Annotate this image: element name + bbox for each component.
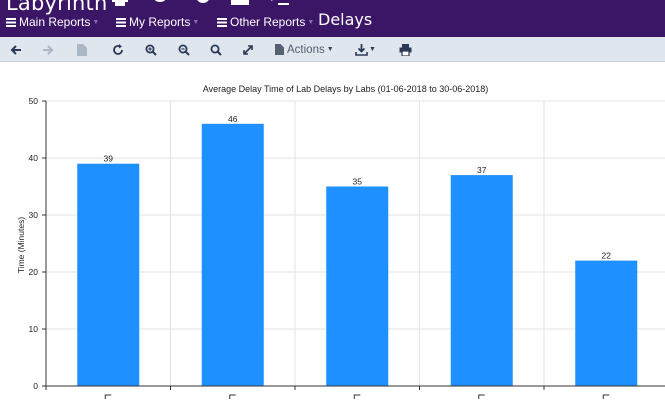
bar	[77, 163, 140, 386]
x-tick-label-fragment	[229, 394, 236, 399]
terminal-icon[interactable]	[270, 0, 290, 6]
bar-chart: Average Delay Time of Lab Delays by Labs…	[0, 62, 665, 400]
chart-plot: 0 10 20 30 40 50 39 46 35 37 22	[29, 96, 665, 399]
app-header: Labyrinth Main Reports ▼ My Reports ▼ Ot…	[0, 0, 665, 37]
actions-menu[interactable]: Actions ▼	[275, 42, 334, 57]
menu-label: Main Reports	[19, 15, 91, 29]
app-brand[interactable]: Labyrinth	[6, 0, 108, 15]
caret-down-icon: ▼	[369, 46, 376, 53]
download-icon	[355, 43, 368, 56]
fullscreen-button[interactable]	[242, 42, 254, 57]
print-icon	[399, 43, 412, 56]
bar	[450, 175, 513, 386]
refresh-icon	[113, 43, 123, 55]
zoom-out-button[interactable]	[178, 42, 190, 57]
caret-down-icon: ▼	[92, 18, 100, 26]
settings-icon[interactable]	[193, 0, 213, 6]
document-button[interactable]	[77, 42, 87, 57]
bar-data-label: 35	[353, 177, 363, 187]
y-tick-label: 20	[29, 267, 39, 277]
forward-button[interactable]	[42, 42, 54, 57]
bar-data-label: 37	[477, 165, 487, 175]
bar-data-label: 39	[104, 154, 114, 164]
actions-label: Actions	[287, 43, 325, 56]
zoom-in-button[interactable]	[145, 42, 157, 57]
zoom-in-icon	[145, 44, 157, 56]
hamburger-icon	[217, 17, 227, 27]
y-tick-label: 40	[29, 153, 39, 163]
x-tick-label-fragment	[104, 394, 112, 399]
y-tick-label: 30	[29, 210, 39, 220]
inbox-icon[interactable]	[230, 0, 250, 6]
caret-down-icon: ▼	[307, 18, 315, 26]
x-tick-label-fragment	[478, 394, 485, 399]
menu-other-reports[interactable]: Other Reports ▼	[217, 15, 314, 29]
chart-title: Average Delay Time of Lab Delays by Labs…	[202, 84, 489, 94]
pie-chart-icon[interactable]	[150, 0, 170, 6]
menu-my-reports[interactable]: My Reports ▼	[116, 15, 199, 29]
x-tick-label-fragment	[353, 394, 361, 399]
caret-down-icon: ▼	[192, 18, 200, 26]
fullscreen-icon	[243, 44, 253, 55]
back-icon	[10, 44, 21, 55]
bar	[326, 186, 389, 386]
document-icon	[275, 44, 284, 55]
zoom-reset-button[interactable]	[210, 42, 222, 57]
bar-data-label: 22	[602, 251, 612, 261]
back-button[interactable]	[10, 42, 22, 57]
print-icon[interactable]	[110, 0, 130, 6]
page-title: Delays	[318, 10, 373, 29]
zoom-out-icon	[178, 44, 190, 56]
menu-label: My Reports	[129, 15, 191, 29]
download-menu[interactable]: ▼	[355, 42, 376, 57]
y-tick-label: 50	[29, 96, 39, 106]
zoom-reset-icon	[210, 44, 222, 56]
caret-down-icon: ▼	[326, 46, 334, 53]
menu-label: Other Reports	[230, 15, 306, 29]
y-tick-label: 0	[33, 381, 38, 391]
menu-main-reports[interactable]: Main Reports ▼	[6, 15, 99, 29]
x-tick-label-fragment	[602, 394, 610, 399]
refresh-button[interactable]	[112, 42, 124, 57]
hamburger-icon	[116, 17, 126, 27]
bar-data-label: 46	[228, 114, 238, 124]
hamburger-icon	[6, 17, 16, 27]
y-tick-label: 10	[29, 324, 39, 334]
bar	[575, 260, 638, 386]
bar	[201, 123, 264, 387]
document-icon	[77, 43, 87, 56]
forward-icon	[43, 44, 54, 55]
report-toolbar: Actions ▼ ▼	[0, 37, 665, 62]
print-button[interactable]	[399, 42, 412, 57]
